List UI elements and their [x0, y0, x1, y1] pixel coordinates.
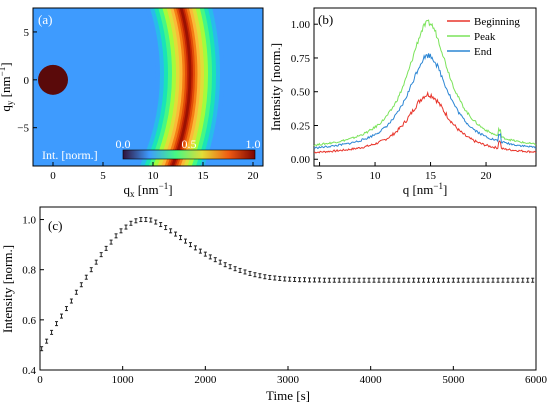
colorbar-label: Int. [norm.]: [42, 148, 98, 162]
panel-c-xtick-label-1: 1000: [112, 374, 135, 386]
colorbar: Int. [norm.] 0.0 0.5 1.0: [42, 137, 261, 162]
panel-c-xlabel: Time [s]: [266, 388, 310, 403]
panel-a-xlabel: qx [nm−1]: [123, 181, 172, 199]
legend-label-end: End: [474, 46, 492, 58]
panel-b-label: (b): [318, 12, 333, 27]
panel-c-ytick-label-3: 1.0: [22, 215, 36, 227]
colorbar-tick-0: 0.0: [116, 137, 131, 151]
panel-c-ylabel: Intensity [norm.]: [0, 245, 15, 333]
panel-c: 0 1000 2000 3000 4000 5000 6000 0.4 0.6 0.8 1.0 (c…: [0, 206, 548, 403]
panel-a-frame: [32, 7, 264, 167]
legend-label-beginning: Beginning: [474, 16, 520, 28]
panel-a-ytick-label-0: 5: [24, 27, 30, 39]
panel-c-ytick-label-0: 0.4: [22, 365, 36, 377]
panel-b-ylabel: Intensity [norm.]: [268, 43, 283, 131]
panel-a-xtick-label-3: 15: [198, 170, 210, 182]
colorbar-tick-1: 0.5: [182, 137, 197, 151]
panel-a-xtick-label-4: 20: [248, 170, 260, 182]
panel-b-xtick-label-1: 10: [370, 170, 382, 182]
panel-a-xtick-label-2: 10: [148, 170, 160, 182]
panel-b: 5 10 15 20 0.00 0.25 0.50 0.75 1.00 (b) Beginnin…: [268, 7, 537, 197]
colorbar-gradient: [122, 149, 256, 160]
panel-a-ytick-label-1: 0: [24, 75, 30, 87]
panel-b-ytick-label-4: 1.00: [291, 19, 311, 31]
panel-c-xtick-label-3: 3000: [277, 374, 300, 386]
panel-a-ytick-label-2: −5: [17, 123, 29, 135]
panel-c-ytick-label-2: 0.8: [22, 265, 36, 277]
panel-c-xtick-label-2: 2000: [194, 374, 217, 386]
panel-a-ylabel: qy [nm−1]: [0, 62, 15, 111]
series-line-beginning: [313, 90, 537, 154]
legend: Beginning Peak End: [447, 16, 520, 58]
time-series-points: [40, 217, 535, 352]
panel-c-frame: [39, 206, 537, 371]
panel-b-xtick-label-0: 5: [317, 170, 323, 182]
diffraction-ring: [135, 8, 224, 166]
beamstop: [38, 64, 68, 95]
panel-b-xlabel: q [nm−1]: [403, 181, 448, 197]
spectra-lines: [313, 19, 537, 154]
panel-c-ytick-label-1: 0.6: [22, 315, 36, 327]
panel-b-ytick-label-3: 0.75: [291, 53, 311, 65]
panel-c-label: (c): [48, 218, 62, 233]
panel-a-xtick-label-0: 0: [50, 170, 56, 182]
panel-c-xtick-label-6: 6000: [525, 374, 548, 386]
ring-band-10: [170, 8, 192, 166]
panel-a: 0 5 10 15 20 5 0 −5 (a) Int. [norm.] 0.0 0.5 1.…: [0, 7, 264, 199]
panel-a-xtick-label-1: 5: [100, 170, 106, 182]
panel-b-xtick-label-3: 20: [481, 170, 493, 182]
colorbar-tick-2: 1.0: [246, 137, 261, 151]
panel-c-xtick-label-4: 4000: [360, 374, 383, 386]
panel-b-ytick-label-1: 0.25: [291, 120, 311, 132]
panel-c-xtick-label-5: 5000: [442, 374, 465, 386]
panel-b-ytick-label-2: 0.50: [291, 87, 311, 99]
panel-c-xtick-label-0: 0: [37, 374, 43, 386]
series-line-peak: [313, 19, 537, 147]
legend-label-peak: Peak: [474, 31, 496, 43]
panel-b-xtick-label-2: 15: [425, 170, 437, 182]
panel-b-ytick-label-0: 0.00: [291, 154, 311, 166]
panel-a-label: (a): [38, 12, 52, 27]
panel-b-frame: [313, 7, 537, 167]
series-line-end: [313, 53, 537, 149]
